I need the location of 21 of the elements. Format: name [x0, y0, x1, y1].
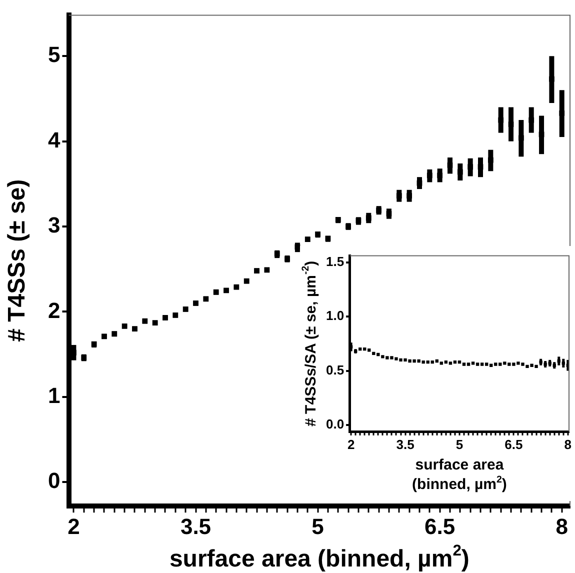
x-tick-label: 3.5 [396, 436, 414, 452]
x-tick-label: 6.5 [424, 514, 456, 539]
y-tick-label: 2 [48, 298, 60, 323]
x-tick-label: 8 [556, 514, 568, 539]
y-tick-label: 1.5 [326, 254, 344, 269]
y-tick-label: 5 [48, 42, 60, 68]
y-axis-title: # T4SSs (± se) [4, 179, 31, 342]
x-tick-label: 2 [347, 436, 355, 452]
x-tick-label: 5 [456, 436, 464, 452]
x-tick-label: 6.5 [504, 436, 523, 452]
y-axis-title: # T4SSs/SA (± se, µm-2) [300, 260, 320, 426]
x-tick-label: 8 [564, 436, 572, 452]
y-tick-label: 1 [48, 382, 60, 408]
y-tick-label: 0.5 [326, 362, 344, 378]
y-tick-label: 0.0 [326, 416, 344, 432]
y-tick-label: 1.0 [326, 308, 344, 324]
y-tick-label: 3 [48, 212, 60, 238]
y-tick-label: 0 [48, 468, 60, 494]
y-tick-label: 4 [48, 127, 61, 152]
x-tick-label: 3.5 [180, 514, 212, 539]
x-tick-label: 2 [68, 514, 80, 539]
